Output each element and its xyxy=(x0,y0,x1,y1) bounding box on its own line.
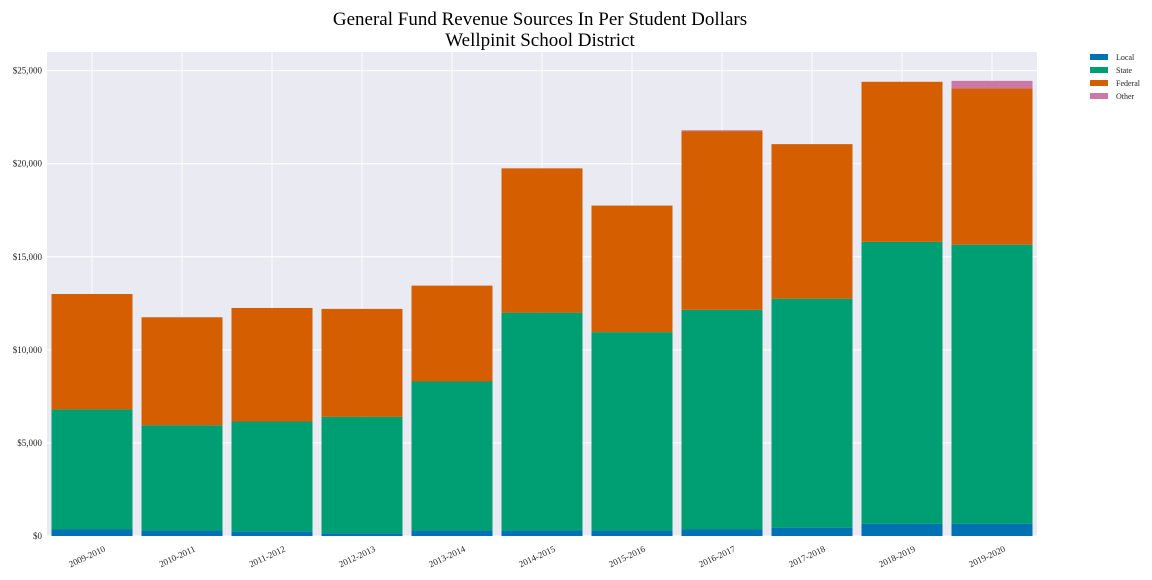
bar-segment-local xyxy=(231,531,313,536)
bar-segment-local xyxy=(141,530,223,536)
bar-segment-federal xyxy=(51,294,133,410)
bar-segment-state xyxy=(231,421,313,532)
legend-label-state: State xyxy=(1116,66,1132,75)
x-tick-label: 2018-2019 xyxy=(877,544,917,570)
bar-segment-local xyxy=(321,533,403,536)
legend-label-other: Other xyxy=(1116,92,1135,101)
x-tick-label: 2011-2012 xyxy=(248,544,287,569)
bar-segment-other xyxy=(951,80,1033,89)
bar-segment-federal xyxy=(321,308,403,417)
x-tick-label: 2015-2016 xyxy=(607,544,647,570)
bar-segment-federal xyxy=(411,285,493,382)
bar-segment-state xyxy=(861,241,943,524)
y-tick-label: $10,000 xyxy=(13,345,43,355)
y-tick-label: $0 xyxy=(33,531,43,541)
legend-swatch-other xyxy=(1090,93,1108,99)
bar-segment-federal xyxy=(141,317,223,426)
x-tick-label: 2012-2013 xyxy=(337,544,377,570)
y-tick-label: $25,000 xyxy=(13,66,43,76)
bar-segment-federal xyxy=(681,131,763,310)
bar-segment-local xyxy=(411,530,493,536)
bars xyxy=(51,80,1033,536)
bar-segment-local xyxy=(51,529,133,536)
bar-segment-state xyxy=(681,309,763,530)
legend-swatch-federal xyxy=(1090,80,1108,86)
y-tick-label: $5,000 xyxy=(17,438,42,448)
bar-segment-state xyxy=(321,416,403,534)
legend-swatch-local xyxy=(1090,54,1108,60)
chart-subtitle: Wellpinit School District xyxy=(445,30,635,51)
bar-segment-federal xyxy=(861,81,943,242)
x-tick-label: 2009-2010 xyxy=(67,544,107,570)
legend-label-federal: Federal xyxy=(1116,79,1141,88)
bar-segment-local xyxy=(771,527,853,536)
bar-segment-state xyxy=(501,312,583,531)
bar-segment-state xyxy=(141,425,223,531)
bar-segment-local xyxy=(951,523,1033,536)
bar-segment-state xyxy=(51,409,133,530)
chart-title: General Fund Revenue Sources In Per Stud… xyxy=(333,9,747,30)
bar-segment-federal xyxy=(591,205,673,333)
bar-segment-local xyxy=(681,529,763,536)
x-tick-label: 2016-2017 xyxy=(697,544,737,570)
bar-segment-state xyxy=(591,332,673,531)
x-axis: 2009-2010 2010-2011 2011-2012 2012-2013 2013… xyxy=(67,544,1007,570)
x-tick-label: 2013-2014 xyxy=(427,544,467,570)
legend: Local State Federal Other xyxy=(1090,53,1141,101)
x-tick-label: 2019-2020 xyxy=(967,544,1007,570)
legend-swatch-state xyxy=(1090,67,1108,73)
x-tick-label: 2010-2011 xyxy=(158,544,197,569)
bar-segment-other xyxy=(681,130,763,132)
bar-segment-federal xyxy=(771,144,853,299)
bar-segment-state xyxy=(771,298,853,528)
bar-segment-state xyxy=(411,381,493,531)
bar-segment-local xyxy=(501,530,583,536)
y-tick-label: $20,000 xyxy=(13,159,43,169)
x-tick-label: 2017-2018 xyxy=(787,544,827,570)
bar-segment-state xyxy=(951,244,1033,524)
bar-segment-local xyxy=(861,523,943,536)
x-tick-label: 2014-2015 xyxy=(517,544,557,570)
bar-segment-federal xyxy=(501,168,583,313)
bar-segment-federal xyxy=(231,307,313,422)
bar-segment-federal xyxy=(951,88,1033,245)
y-tick-label: $15,000 xyxy=(13,252,43,262)
y-axis: $0 $5,000 $10,000 $15,000 $20,000 $25,000 xyxy=(13,66,43,541)
legend-label-local: Local xyxy=(1116,53,1135,62)
bar-segment-local xyxy=(591,530,673,536)
